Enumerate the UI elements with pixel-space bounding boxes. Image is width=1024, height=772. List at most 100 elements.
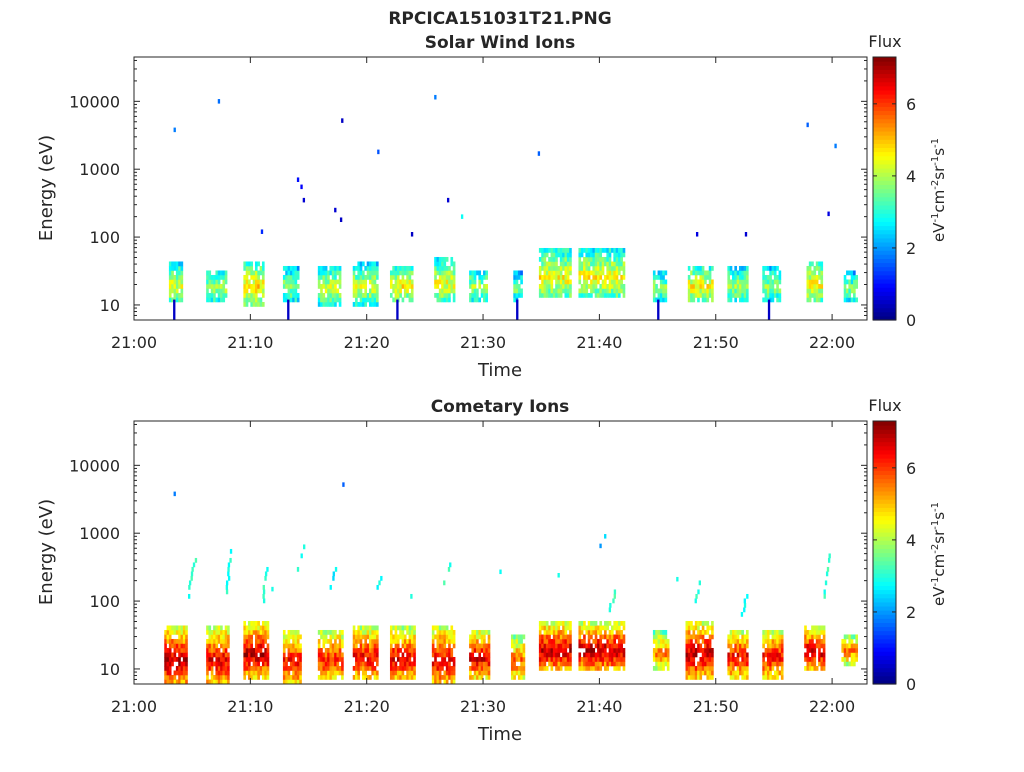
spectrogram-cell xyxy=(711,297,714,303)
spectrogram-cell xyxy=(224,679,228,685)
spectrogram-cell xyxy=(771,665,775,671)
spectrogram-cell xyxy=(406,625,409,631)
spectrogram-cell xyxy=(734,647,737,653)
spectrogram-cell xyxy=(510,643,514,649)
spectrogram-cell xyxy=(320,661,323,667)
spectrogram-cell xyxy=(338,265,342,271)
spectrogram-cell xyxy=(545,638,549,644)
spectrogram-cell xyxy=(808,647,812,653)
spectrogram-cell xyxy=(729,638,733,644)
spectrogram-cell xyxy=(431,643,435,649)
spectrogram-cell xyxy=(848,638,852,644)
spectrogram-cell xyxy=(341,652,344,658)
spectrogram-cell xyxy=(215,279,219,285)
spectrogram-cell xyxy=(701,274,705,280)
spectrogram-cell xyxy=(743,656,747,662)
spectrogram-cell xyxy=(562,283,565,289)
spectrogram-cell xyxy=(285,679,288,685)
spectrogram-cell xyxy=(322,675,326,680)
spectrogram-cell xyxy=(741,643,744,649)
spectrogram-cell xyxy=(734,292,737,298)
spectrogram-cell xyxy=(224,661,228,667)
spectrogram-cell xyxy=(317,647,321,653)
spectrogram-cell xyxy=(552,274,556,280)
spectrogram-cell xyxy=(520,675,523,680)
spectrogram-cell xyxy=(517,656,521,662)
spectrogram-cell xyxy=(257,279,260,285)
spectrogram-cell xyxy=(266,643,270,649)
spectrogram-cell xyxy=(545,283,549,289)
spectrogram-cell xyxy=(806,661,810,667)
spectrogram-cell xyxy=(743,643,747,649)
spectrogram-cell xyxy=(804,625,807,631)
spectrogram-cell xyxy=(487,656,491,662)
spectrogram-cell xyxy=(692,675,696,680)
spectrogram-cell xyxy=(706,297,710,303)
spectrogram-cell xyxy=(778,297,782,303)
spectrogram-cell xyxy=(592,252,596,258)
spectrogram-cell xyxy=(687,629,691,635)
spectrogram-cell xyxy=(808,288,812,294)
spectrogram-cell xyxy=(771,638,775,644)
spectrogram-cell xyxy=(569,265,572,271)
spectrogram-cell xyxy=(392,647,395,653)
x-tick-label: 21:20 xyxy=(344,333,390,352)
spectrogram-cell xyxy=(773,270,777,276)
isolated-point xyxy=(217,99,221,104)
spectrogram-cell xyxy=(766,279,770,285)
spectrogram-cell xyxy=(806,638,810,644)
spectrogram-cell xyxy=(259,643,263,649)
spectrogram-cell xyxy=(210,279,214,285)
spectrogram-cell xyxy=(687,661,691,667)
colorbar-segment xyxy=(873,647,896,652)
spectrogram-cell xyxy=(178,665,181,671)
spectrogram-cell xyxy=(566,652,570,658)
spectrogram-cell xyxy=(811,638,814,644)
spectrogram-cell xyxy=(217,288,221,294)
spectrogram-cell xyxy=(289,279,293,285)
spectrogram-cell xyxy=(850,274,854,280)
spectrogram-cell xyxy=(694,270,698,276)
spectrogram-cell xyxy=(727,292,731,298)
spectrogram-cell xyxy=(299,675,302,680)
spectrogram-cell xyxy=(708,665,712,671)
spectrogram-cell xyxy=(190,571,194,577)
spectrogram-cell xyxy=(255,629,258,635)
spectrogram-cell xyxy=(604,247,607,253)
spectrogram-cell xyxy=(366,292,370,298)
spectrogram-cell xyxy=(294,270,298,276)
spectrogram-cell xyxy=(590,292,593,298)
spectrogram-cell xyxy=(227,679,230,685)
spectrogram-cell xyxy=(548,261,551,267)
spectrogram-cell xyxy=(352,629,356,635)
spectrogram-cell xyxy=(452,661,456,667)
spectrogram-cell xyxy=(262,584,265,590)
spectrogram-cell xyxy=(820,274,824,280)
spectrogram-cell xyxy=(613,661,616,667)
spectrogram-cell xyxy=(583,643,586,649)
spectrogram-cell xyxy=(285,270,288,276)
spectrogram-cell xyxy=(599,283,603,289)
spectrogram-cell xyxy=(248,675,251,680)
spectrogram-cell xyxy=(296,292,300,298)
spectrogram-cell xyxy=(746,288,749,294)
spectrogram-cell xyxy=(243,647,246,653)
spectrogram-cell xyxy=(701,270,705,276)
spectrogram-cell xyxy=(245,261,249,267)
spectrogram-cell xyxy=(690,638,693,644)
spectrogram-cell xyxy=(622,261,626,267)
spectrogram-cell xyxy=(662,634,665,640)
spectrogram-cell xyxy=(341,643,344,649)
spectrogram-cell xyxy=(559,265,563,271)
spectrogram-cell xyxy=(287,270,291,276)
spectrogram-cell xyxy=(692,265,696,271)
spectrogram-cell xyxy=(403,675,407,680)
spectrogram-cell xyxy=(592,279,596,285)
spectrogram-cell xyxy=(578,256,582,262)
spectrogram-cell xyxy=(706,629,710,635)
spectrogram-cell xyxy=(552,247,556,253)
spectrogram-cell xyxy=(206,297,209,303)
spectrogram-cell xyxy=(613,283,616,289)
spectrogram-cell xyxy=(778,270,782,276)
isolated-point xyxy=(827,211,830,217)
